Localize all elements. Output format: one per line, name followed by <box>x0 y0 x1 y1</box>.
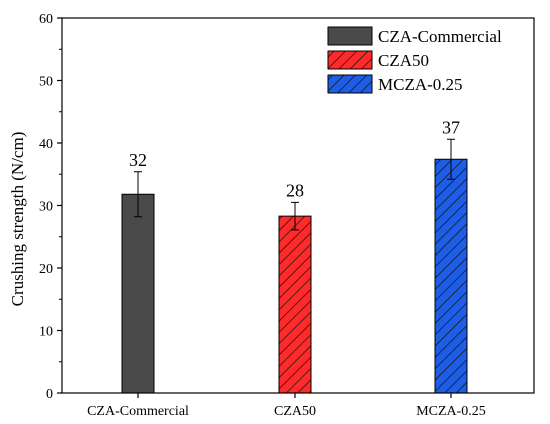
legend: CZA-Commercial CZA50 MCZA-0.25 <box>327 26 502 94</box>
x-axis-ticks: CZA-Commercial CZA50 MCZA-0.25 <box>87 393 486 419</box>
bar-mcza-0-25 <box>434 158 468 394</box>
plot-frame <box>61 17 535 394</box>
legend-swatch <box>327 26 373 46</box>
y-tick-label: 0 <box>46 387 53 402</box>
x-tick-label: MCZA-0.25 <box>416 404 486 419</box>
y-axis-title: Crushing strength (N/cm) <box>8 132 27 307</box>
data-label: 28 <box>286 180 304 200</box>
data-labels: 32 28 37 <box>129 117 460 200</box>
y-tick-label: 50 <box>39 75 53 90</box>
data-label: 32 <box>129 150 147 170</box>
legend-label: MCZA-0.25 <box>378 75 463 94</box>
legend-label: CZA-Commercial <box>378 27 502 46</box>
error-bars <box>134 138 455 231</box>
data-label: 37 <box>442 117 460 137</box>
y-tick-label: 60 <box>39 12 53 27</box>
legend-label: CZA50 <box>378 51 429 70</box>
x-tick-label: CZA50 <box>274 404 316 419</box>
legend-swatch <box>327 50 373 70</box>
y-axis-ticks: 0 10 20 30 40 50 60 <box>39 12 62 402</box>
y-tick-label: 30 <box>39 200 53 215</box>
y-tick-label: 10 <box>39 325 53 340</box>
bars <box>121 158 468 394</box>
bar-cza-commercial <box>121 193 155 394</box>
x-tick-label: CZA-Commercial <box>87 404 189 419</box>
y-tick-label: 20 <box>39 262 53 277</box>
y-tick-label: 40 <box>39 137 53 152</box>
legend-swatch <box>327 74 373 94</box>
bar-cza50 <box>278 215 312 394</box>
